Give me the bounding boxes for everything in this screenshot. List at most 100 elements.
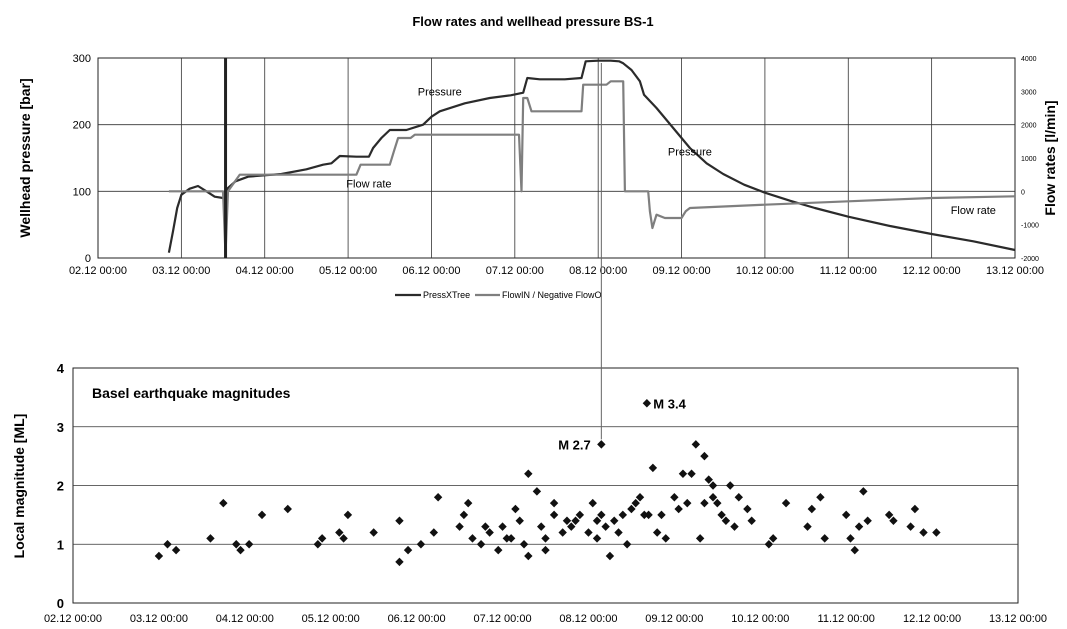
earthquake-marker <box>717 510 726 520</box>
earthquake-marker <box>244 540 254 549</box>
earthquake-marker <box>932 528 941 537</box>
top-x-tick-label: 03.12 00:00 <box>152 265 210 277</box>
bottom-y-tick-label: 1 <box>57 537 64 552</box>
earthquake-marker <box>644 510 653 520</box>
earthquake-marker <box>395 557 404 567</box>
earthquake-marker <box>816 493 825 502</box>
top-x-axis-ticks: 02.12 00:00 03.12 00:00 04.12 00:00 05.12 0… <box>69 265 1044 277</box>
earthquake-marker <box>403 545 413 555</box>
earthquake-marker <box>171 545 181 555</box>
top-x-tick-label: 04.12 00:00 <box>236 265 294 277</box>
earthquake-marker <box>313 540 323 549</box>
top-x-tick-label: 09.12 00:00 <box>652 265 710 277</box>
earthquake-marker <box>395 516 404 525</box>
top-annotations: Pressure Flow rate Pressure Flow rate <box>346 86 996 217</box>
earthquake-marker <box>910 504 920 514</box>
top-plot-area <box>97 57 1016 259</box>
bottom-x-tick-label: 13.12 00:00 <box>989 613 1047 625</box>
earthquake-marker <box>506 534 516 543</box>
earthquake-marker <box>854 522 864 531</box>
earthquake-marker <box>704 475 713 484</box>
earthquake-marker <box>661 534 670 543</box>
top-left-tick-label: 300 <box>73 53 91 65</box>
earthquake-marker <box>691 440 701 449</box>
earthquake-marker <box>519 540 529 549</box>
magnitude-annotation: M 2.7 <box>558 437 591 452</box>
earthquake-marker <box>700 451 709 461</box>
earthquake-marker <box>764 540 774 549</box>
earthquake-marker <box>343 510 353 520</box>
earthquake-marker <box>541 545 550 555</box>
earthquake-marker <box>906 522 915 531</box>
earthquake-marker <box>524 551 533 561</box>
bottom-y-tick-label: 0 <box>57 596 64 611</box>
bottom-y-tick-label: 3 <box>57 420 64 435</box>
earthquake-marker <box>657 510 666 520</box>
earthquake-marker <box>652 528 662 537</box>
earthquake-marker <box>369 528 378 537</box>
bottom-scatter-points <box>154 399 941 567</box>
earthquake-marker <box>257 510 267 520</box>
bottom-x-tick-label: 06.12 00:00 <box>388 613 446 625</box>
earthquake-marker <box>708 481 718 490</box>
top-x-tick-label: 02.12 00:00 <box>69 265 127 277</box>
top-annotation-label: Flow rate <box>951 205 996 217</box>
earthquake-marker <box>549 498 559 508</box>
earthquake-marker <box>687 469 696 478</box>
earthquake-marker <box>597 510 606 520</box>
earthquake-marker <box>605 551 615 561</box>
earthquake-marker <box>627 504 636 514</box>
earthquake-marker <box>841 510 851 520</box>
earthquake-marker <box>339 534 348 543</box>
bottom-x-tick-label: 08.12 00:00 <box>559 613 617 625</box>
earthquake-marker <box>622 540 632 549</box>
earthquake-marker <box>747 516 756 525</box>
bottom-x-tick-label: 03.12 00:00 <box>130 613 188 625</box>
bottom-x-tick-label: 07.12 00:00 <box>473 613 531 625</box>
top-right-tick-label: 1000 <box>1021 156 1037 163</box>
top-legend: PressXTree FlowIN / Negative FlowO <box>395 290 602 300</box>
earthquake-marker <box>571 516 580 525</box>
earthquake-marker <box>476 540 486 549</box>
earthquake-marker <box>700 498 709 508</box>
earthquake-marker <box>803 522 812 531</box>
bottom-x-tick-label: 12.12 00:00 <box>903 613 961 625</box>
earthquake-marker <box>674 504 683 514</box>
bottom-x-tick-label: 11.12 00:00 <box>818 613 875 625</box>
earthquake-marker <box>863 516 872 525</box>
magnitude-annotation: M 3.4 <box>653 396 686 411</box>
top-right-tick-label: 2000 <box>1021 123 1037 130</box>
top-x-tick-label: 08.12 00:00 <box>569 265 627 277</box>
earthquake-marker <box>416 540 426 549</box>
earthquake-marker <box>919 528 928 537</box>
top-right-axis-ticks: -2000 -1000 0 1000 2000 3000 4000 <box>1021 56 1039 263</box>
earthquake-marker <box>597 440 606 449</box>
bottom-y-axis-ticks: 0 1 2 3 4 <box>57 361 65 611</box>
earthquake-marker <box>618 510 628 520</box>
earthquake-marker <box>588 498 597 508</box>
earthquake-marker <box>524 469 533 478</box>
top-y-axis-label: Wellhead pressure [bar] <box>17 78 33 237</box>
earthquake-marker <box>678 469 688 478</box>
earthquake-marker <box>549 510 559 520</box>
earthquake-marker <box>730 522 739 531</box>
bottom-x-tick-label: 02.12 00:00 <box>44 613 102 625</box>
earthquake-marker <box>429 528 439 537</box>
earthquake-marker <box>485 528 494 537</box>
bottom-y-axis-label: Local magnitude [ML] <box>11 414 27 559</box>
earthquake-marker <box>635 493 645 502</box>
top-annotation-label: Pressure <box>418 86 462 98</box>
earthquake-marker <box>768 534 778 543</box>
top-x-tick-label: 07.12 00:00 <box>486 265 544 277</box>
earthquake-marker <box>846 534 855 543</box>
top-x-tick-label: 06.12 00:00 <box>402 265 460 277</box>
earthquake-marker <box>683 498 692 508</box>
legend-entry-pressure: PressXTree <box>423 290 470 300</box>
top-x-tick-label: 05.12 00:00 <box>319 265 377 277</box>
earthquake-marker <box>163 540 172 549</box>
earthquake-marker <box>481 522 490 531</box>
bottom-gridlines <box>73 426 1018 545</box>
bottom-chart-title: Basel earthquake magnitudes <box>92 385 291 401</box>
top-left-tick-label: 100 <box>73 186 91 198</box>
